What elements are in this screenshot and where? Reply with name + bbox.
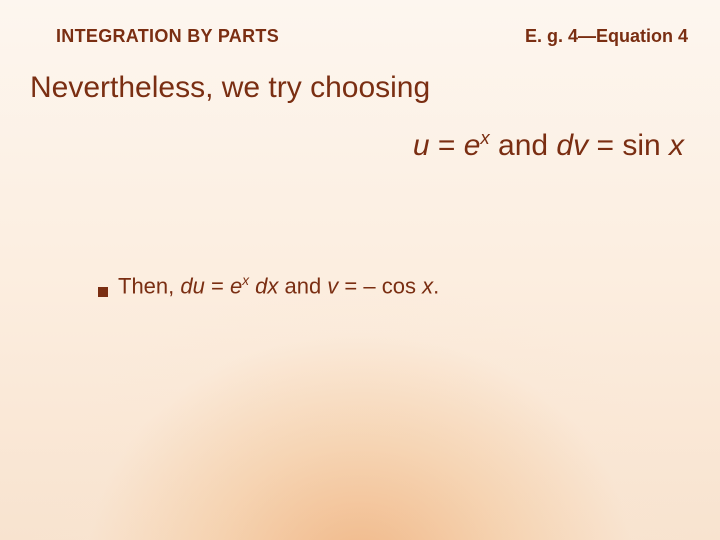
e-base: e [464,129,481,162]
bullet-row: Then, du = ex dx and v = – cos x. [98,273,694,299]
var-v: v [327,273,338,298]
bullet-prefix: Then, [118,273,180,298]
b-equals-1: = [205,273,230,298]
header-row: INTEGRATION BY PARTS E. g. 4—Equation 4 [26,26,694,47]
slide: INTEGRATION BY PARTS E. g. 4—Equation 4 … [0,0,720,540]
b-e-base: e [230,273,242,298]
slide-reference: E. g. 4—Equation 4 [525,26,688,47]
var-du: du [180,273,204,298]
and-word: and [490,129,557,162]
bullet-text: Then, du = ex dx and v = – cos x. [118,273,439,299]
b-e-exponent: x [242,273,249,288]
sin-arg: x [669,129,684,162]
b-dx: dx [249,273,278,298]
lead-sentence: Nevertheless, we try choosing [26,71,694,105]
equation-line: u = ex and dv = sin x [26,127,694,163]
b-equals-2: = – cos [338,273,422,298]
bullet-block: Then, du = ex dx and v = – cos x. [26,273,694,299]
var-dv: dv [556,129,588,162]
equals-2: = [588,129,622,162]
b-and-word: and [278,273,327,298]
square-bullet-icon [98,287,108,297]
equals-1: = [430,129,464,162]
e-exponent: x [480,127,489,148]
var-u: u [413,129,430,162]
slide-topic: INTEGRATION BY PARTS [56,26,279,47]
sin-fn: sin [622,129,669,162]
cos-arg: x [422,273,433,298]
b-period: . [433,273,439,298]
